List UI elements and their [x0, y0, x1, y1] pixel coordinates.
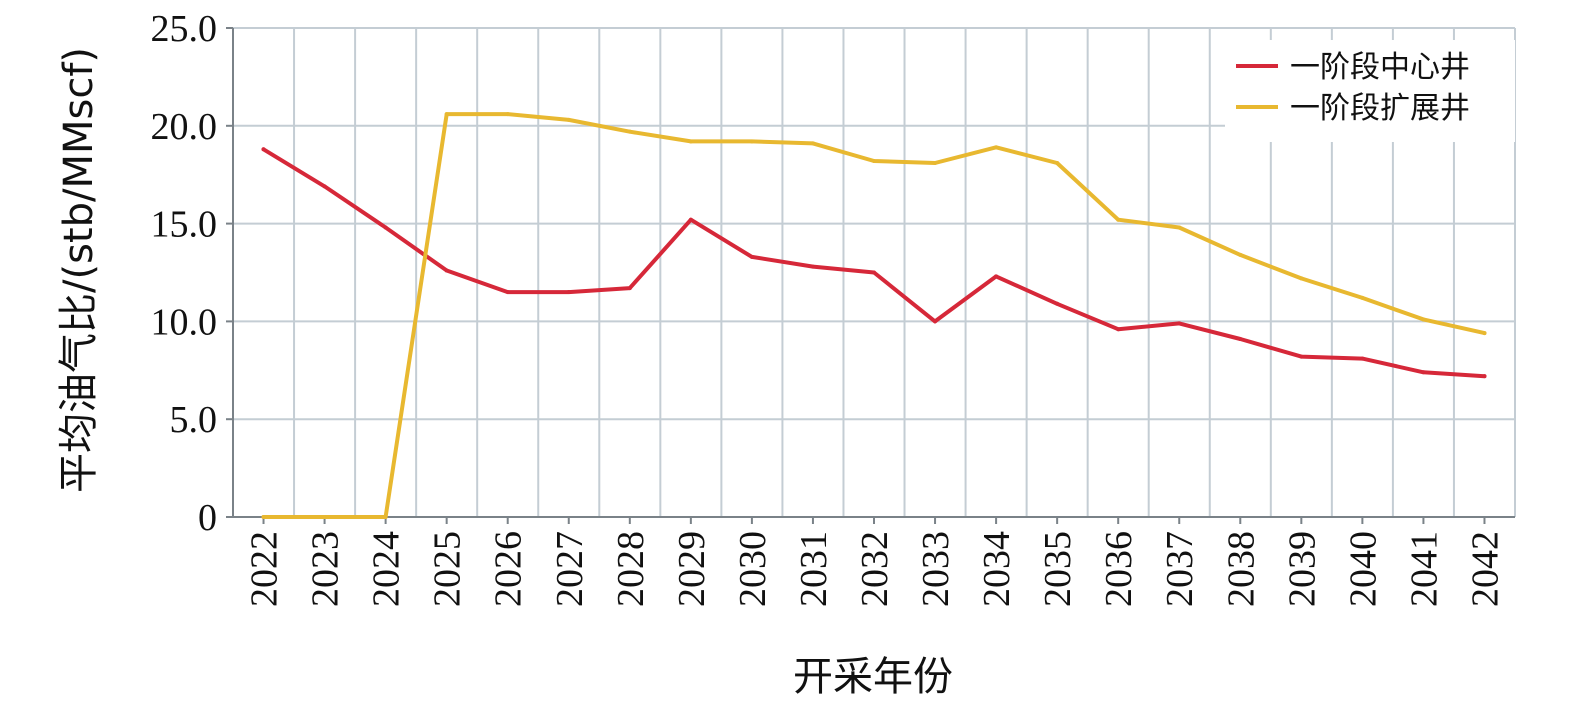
x-tick-label: 2033 [915, 531, 957, 607]
data-point [383, 515, 388, 519]
x-tick-label: 2032 [854, 531, 896, 607]
x-tick-label: 2035 [1037, 531, 1079, 607]
x-tick-label: 2025 [427, 531, 469, 607]
data-point [1421, 370, 1426, 375]
data-point [261, 147, 266, 152]
y-tick-labels: 0 5.0 10.0 15.0 20.0 25.0 [151, 8, 218, 539]
data-point [505, 112, 510, 117]
axes [226, 27, 1515, 524]
legend-label-extension-well: 一阶段扩展井 [1290, 91, 1470, 126]
y-tick-label: 0 [198, 497, 217, 539]
data-point [749, 254, 754, 259]
data-point [1055, 301, 1060, 306]
data-point [933, 319, 938, 324]
x-tick-label: 2028 [610, 531, 652, 607]
legend-label-center-well: 一阶段中心井 [1290, 50, 1470, 85]
x-tick-label: 2029 [671, 531, 713, 607]
data-point [994, 145, 999, 150]
x-tick-label: 2038 [1220, 531, 1262, 607]
series-0 [261, 147, 1487, 379]
data-point [566, 290, 571, 295]
data-point [627, 129, 632, 134]
data-point [872, 270, 876, 275]
x-tick-label: 2022 [244, 531, 286, 607]
data-point [1482, 331, 1487, 336]
data-point [810, 141, 815, 146]
x-tick-label: 2041 [1403, 531, 1445, 607]
x-axis-title: 开采年份 [793, 654, 953, 700]
data-point [566, 117, 571, 122]
data-point [810, 264, 815, 269]
x-tick-label: 2026 [488, 531, 530, 607]
x-tick-label: 2039 [1281, 531, 1323, 607]
x-tick-label: 2037 [1159, 531, 1201, 607]
series-1 [261, 112, 1487, 519]
y-tick-label: 20.0 [151, 106, 218, 148]
data-point [933, 160, 938, 165]
x-tick-label: 2023 [305, 531, 347, 607]
x-tick-label: 2031 [793, 531, 835, 607]
x-tick-label: 2024 [366, 531, 408, 607]
y-tick-label: 15.0 [151, 204, 218, 246]
data-point [749, 139, 754, 144]
data-point [505, 290, 510, 295]
data-point [1421, 317, 1426, 322]
data-point [688, 217, 693, 222]
data-point [1360, 295, 1365, 300]
x-tick-labels: 2022 2023 2024 2025 2026 2027 2028 2029 2030 2031… [244, 531, 1507, 607]
x-tick-label: 2030 [732, 531, 774, 607]
data-point [322, 515, 327, 519]
data-point [1360, 356, 1365, 361]
legend: 一阶段中心井 一阶段扩展井 [1225, 40, 1515, 142]
data-point [872, 159, 876, 164]
data-point [1299, 276, 1304, 281]
data-point [444, 268, 449, 273]
data-point [1238, 252, 1243, 257]
data-point [444, 112, 449, 117]
data-point [1116, 217, 1121, 222]
data-point [1116, 327, 1121, 332]
data-point [1055, 160, 1060, 165]
x-tick-label: 2036 [1098, 531, 1140, 607]
x-tick-label: 2034 [976, 531, 1018, 607]
data-point [1238, 337, 1243, 342]
y-axis-title: 平均油气比/(stb/MMscf) [56, 47, 102, 493]
legend-background [1225, 40, 1515, 142]
data-point [1482, 374, 1487, 379]
x-tick-label: 2027 [549, 531, 591, 607]
y-tick-label: 25.0 [151, 8, 218, 50]
series [261, 112, 1487, 519]
data-point [261, 515, 266, 519]
data-point [994, 274, 999, 279]
x-tick-label: 2042 [1464, 531, 1506, 607]
y-tick-label: 10.0 [151, 301, 218, 343]
data-point [627, 286, 632, 291]
data-point [1299, 354, 1304, 359]
series-line [261, 147, 1487, 379]
data-point [383, 225, 388, 230]
data-point [322, 184, 327, 189]
data-point [1177, 321, 1182, 326]
grid [233, 27, 1516, 517]
x-tick-label: 2040 [1342, 531, 1384, 607]
data-point [1177, 225, 1182, 230]
y-tick-label: 5.0 [170, 399, 218, 441]
series-line [261, 112, 1487, 519]
data-point [688, 139, 693, 144]
